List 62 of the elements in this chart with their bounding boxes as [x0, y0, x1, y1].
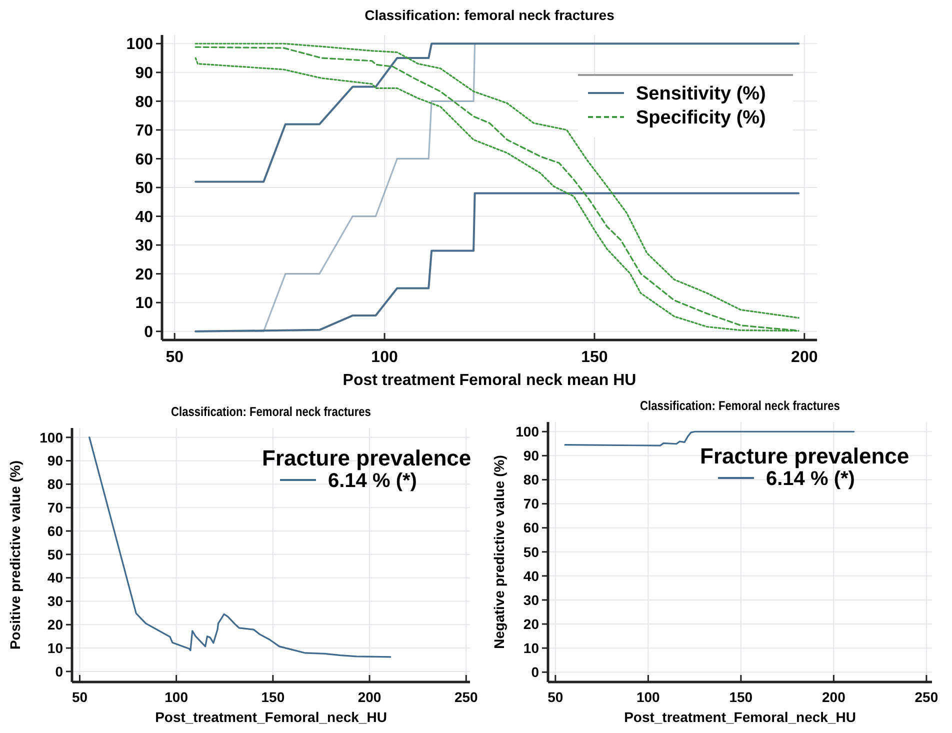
legend-label: 6.14 % (*): [766, 468, 855, 490]
y-axis-title: Positive predictive value (%): [7, 460, 23, 650]
y-tick-label: 90: [523, 448, 540, 464]
x-tick-label: 100: [636, 689, 660, 705]
legend-title: Fracture prevalence: [700, 444, 910, 469]
line-series: [564, 430, 855, 446]
y-tick-label: 70: [47, 499, 64, 516]
y-tick-label: 70: [523, 496, 540, 512]
x-tick-label: 250: [454, 689, 478, 705]
legend-label: Sensitivity (%): [636, 84, 766, 105]
y-tick-label: 40: [523, 568, 540, 584]
legend-label: Specificity (%): [636, 108, 766, 129]
x-tick-label: 200: [358, 689, 382, 705]
y-tick-label: 10: [135, 295, 154, 312]
y-tick-label: 50: [523, 544, 540, 560]
chart-title: Classification: femoral neck fractures: [364, 7, 615, 23]
legend-label: 6.14 % (*): [328, 470, 417, 492]
x-tick-label: 150: [729, 689, 753, 705]
x-axis-title: Post_treatment_Femoral_neck_HU: [155, 709, 387, 725]
y-tick-label: 90: [135, 65, 154, 82]
chart-title: Classification: Femoral neck fractures: [171, 404, 372, 420]
y-tick-label: 20: [135, 266, 154, 284]
x-tick-label: 50: [166, 349, 184, 366]
y-tick-label: 40: [135, 208, 154, 226]
x-tick-label: 200: [822, 689, 846, 705]
y-tick-label: 30: [135, 238, 154, 255]
y-tick-label: 90: [47, 452, 64, 469]
x-tick-label: 250: [914, 689, 938, 705]
y-tick-label: 80: [135, 94, 154, 111]
y-tick-label: 60: [135, 151, 154, 168]
y-tick-label: 30: [47, 593, 64, 610]
chart-title: Classification: Femoral neck fractures: [640, 398, 840, 414]
x-tick-label: 50: [548, 689, 564, 705]
x-tick-label: 150: [581, 349, 608, 366]
y-tick-label: 60: [523, 520, 540, 536]
x-tick-label: 100: [164, 689, 188, 705]
y-tick-label: 60: [47, 522, 64, 539]
legend-title: Fracture prevalence: [262, 446, 472, 471]
y-tick-label: 30: [523, 592, 540, 608]
x-axis-title: Post treatment Femoral neck mean HU: [342, 372, 636, 389]
y-tick-label: 20: [523, 616, 540, 632]
y-tick-label: 10: [47, 640, 64, 656]
x-tick-label: 50: [72, 689, 88, 705]
y-tick-label: 40: [47, 570, 64, 586]
y-tick-label: 100: [516, 424, 540, 440]
x-axis-title: Post_treatment_Femoral_neck_HU: [624, 709, 856, 725]
x-tick-label: 150: [261, 689, 285, 705]
y-tick-label: 10: [523, 640, 540, 656]
y-tick-label: 80: [47, 476, 64, 492]
y-tick-label: 0: [55, 663, 64, 680]
y-tick-label: 50: [135, 180, 154, 198]
y-tick-label: 80: [523, 472, 540, 488]
y-tick-label: 70: [135, 122, 154, 140]
y-tick-label: 0: [144, 324, 154, 341]
y-tick-label: 0: [531, 664, 540, 680]
y-tick-label: 20: [47, 616, 64, 633]
y-tick-label: 50: [47, 546, 64, 562]
x-tick-label: 100: [371, 349, 398, 366]
y-tick-label: 100: [40, 429, 64, 446]
x-tick-label: 200: [791, 349, 818, 366]
y-tick-label: 100: [126, 36, 154, 54]
y-axis-title: Negative predictive value (%): [491, 455, 507, 649]
